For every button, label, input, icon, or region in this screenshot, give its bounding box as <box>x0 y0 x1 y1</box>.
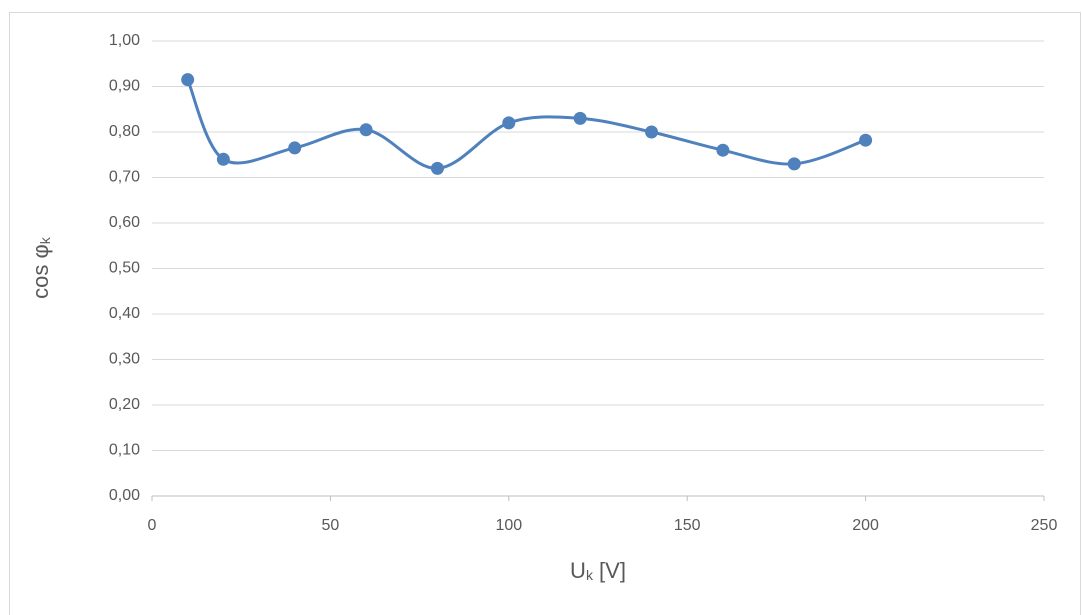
y-tick-label: 0,50 <box>109 260 140 277</box>
y-tick-label: 0,80 <box>109 123 140 140</box>
y-tick-label: 0,00 <box>109 487 140 504</box>
marker <box>216 152 230 166</box>
x-title-sub: k <box>586 567 594 583</box>
x-axis-title: Uk [V] <box>570 558 626 583</box>
x-tick-label: 250 <box>1031 517 1058 534</box>
y-title-sub: k <box>37 236 53 244</box>
x-tick-label: 0 <box>148 517 157 534</box>
marker <box>288 141 302 155</box>
y-tick-label: 0,70 <box>109 169 140 186</box>
y-axis-title: cos φk <box>28 236 53 299</box>
y-tick-label: 0,30 <box>109 351 140 368</box>
marker <box>716 143 730 157</box>
y-tick-label: 0,20 <box>109 396 140 413</box>
y-tick-label: 0,60 <box>109 214 140 231</box>
y-tick-label: 0,90 <box>109 78 140 95</box>
marker <box>787 157 801 171</box>
x-tick-label: 150 <box>674 517 701 534</box>
x-tick-label: 100 <box>495 517 522 534</box>
x-tick-label: 50 <box>322 517 340 534</box>
y-tick-label: 0,40 <box>109 305 140 322</box>
y-tick-label: 0,10 <box>109 442 140 459</box>
x-tick-label: 200 <box>852 517 879 534</box>
marker <box>430 161 444 175</box>
marker <box>859 133 873 147</box>
x-title-base: U <box>570 558 586 583</box>
y-title-base: cos φ <box>28 244 53 299</box>
marker <box>359 123 373 137</box>
marker <box>645 125 659 139</box>
y-tick-label: 1,00 <box>109 32 140 49</box>
x-title-rest: [V] <box>593 558 626 583</box>
marker <box>502 116 516 130</box>
marker <box>181 73 195 87</box>
marker <box>573 111 587 125</box>
